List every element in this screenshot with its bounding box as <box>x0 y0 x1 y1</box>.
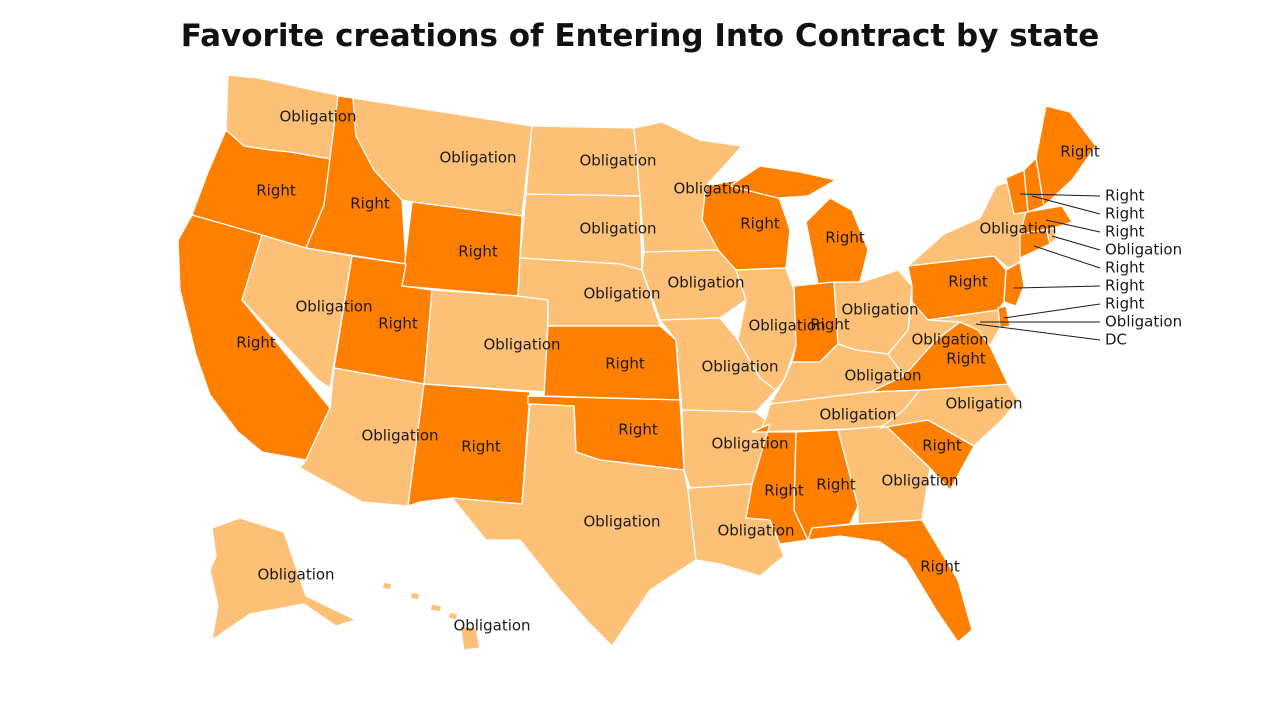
callout-leader-ri <box>1051 235 1101 251</box>
state-label-mi: Right <box>825 229 865 247</box>
callout-labels-layer: RightRightRightObligationRightRightRight… <box>975 187 1182 349</box>
state-hi[interactable] <box>381 581 481 651</box>
state-il[interactable] <box>735 267 797 391</box>
callout-label-md: Obligation <box>1105 313 1182 331</box>
callout-label-ct: Right <box>1105 259 1145 277</box>
state-label-ne: Obligation <box>583 285 660 303</box>
state-ak[interactable] <box>209 517 357 641</box>
state-label-wa: Obligation <box>279 108 356 126</box>
state-label-wv: Obligation <box>911 331 988 349</box>
callout-label-ma: Right <box>1105 223 1145 241</box>
callout-label-de: Right <box>1105 295 1145 313</box>
state-label-mn: Obligation <box>673 180 750 198</box>
state-label-tx: Obligation <box>583 513 660 531</box>
callout-leader-de <box>1003 303 1101 319</box>
state-mi[interactable] <box>729 165 869 285</box>
state-label-fl: Right <box>920 558 960 576</box>
callout-leader-nj <box>1013 285 1101 289</box>
state-label-ok: Right <box>618 421 658 439</box>
state-label-nc: Obligation <box>945 395 1022 413</box>
state-label-sd: Obligation <box>579 220 656 238</box>
state-label-az: Obligation <box>361 427 438 445</box>
state-label-tn: Obligation <box>819 406 896 424</box>
callout-label-dc: DC <box>1105 331 1127 349</box>
state-tx[interactable] <box>451 403 697 647</box>
state-label-ks: Right <box>605 355 645 373</box>
state-label-va: Right <box>946 350 986 368</box>
state-label-nv: Obligation <box>295 298 372 316</box>
state-label-la: Obligation <box>717 522 794 540</box>
callout-leader-vt <box>1019 193 1101 197</box>
state-nj[interactable] <box>1003 261 1025 307</box>
state-label-ny: Obligation <box>979 220 1056 238</box>
state-label-in: Right <box>810 316 850 334</box>
state-label-ak: Obligation <box>257 566 334 584</box>
state-label-ca: Right <box>236 334 276 352</box>
state-label-nd: Obligation <box>579 152 656 170</box>
state-label-id: Right <box>350 195 390 213</box>
state-label-wi: Right <box>740 215 780 233</box>
state-label-pa: Right <box>948 273 988 291</box>
state-label-ut: Right <box>378 315 418 333</box>
state-label-nm: Right <box>461 438 501 456</box>
state-me[interactable] <box>1035 105 1097 207</box>
state-label-ar: Obligation <box>711 435 788 453</box>
states-layer <box>177 74 1097 651</box>
callout-leader-nh <box>1031 195 1101 215</box>
callout-label-vt: Right <box>1105 187 1145 205</box>
state-label-oh: Obligation <box>841 301 918 319</box>
callout-label-nj: Right <box>1105 277 1145 295</box>
state-label-il: Obligation <box>748 317 825 335</box>
state-labels-layer: ObligationRightRightRightObligationOblig… <box>236 108 1100 635</box>
state-nv[interactable] <box>241 234 353 389</box>
map-title: Favorite creations of Entering Into Cont… <box>180 18 1100 54</box>
callout-label-ri: Obligation <box>1105 241 1182 259</box>
state-label-ga: Obligation <box>881 472 958 490</box>
state-label-mt: Obligation <box>439 149 516 167</box>
state-label-hi: Obligation <box>453 617 530 635</box>
callout-label-nh: Right <box>1105 205 1145 223</box>
state-label-sc: Right <box>922 437 962 455</box>
callout-leader-ct <box>1033 245 1101 269</box>
state-md[interactable] <box>927 309 1001 347</box>
state-label-ky: Obligation <box>844 367 921 385</box>
state-label-al: Right <box>816 476 856 494</box>
state-label-co: Obligation <box>483 336 560 354</box>
callout-leader-ma <box>1045 219 1101 233</box>
state-label-mo: Obligation <box>701 358 778 376</box>
state-label-ia: Obligation <box>667 274 744 292</box>
state-label-or: Right <box>256 182 296 200</box>
state-label-ms: Right <box>764 482 804 500</box>
callout-leader-dc <box>975 323 1101 341</box>
state-fl[interactable] <box>807 519 973 643</box>
state-label-me: Right <box>1060 143 1100 161</box>
state-label-wy: Right <box>458 243 498 261</box>
